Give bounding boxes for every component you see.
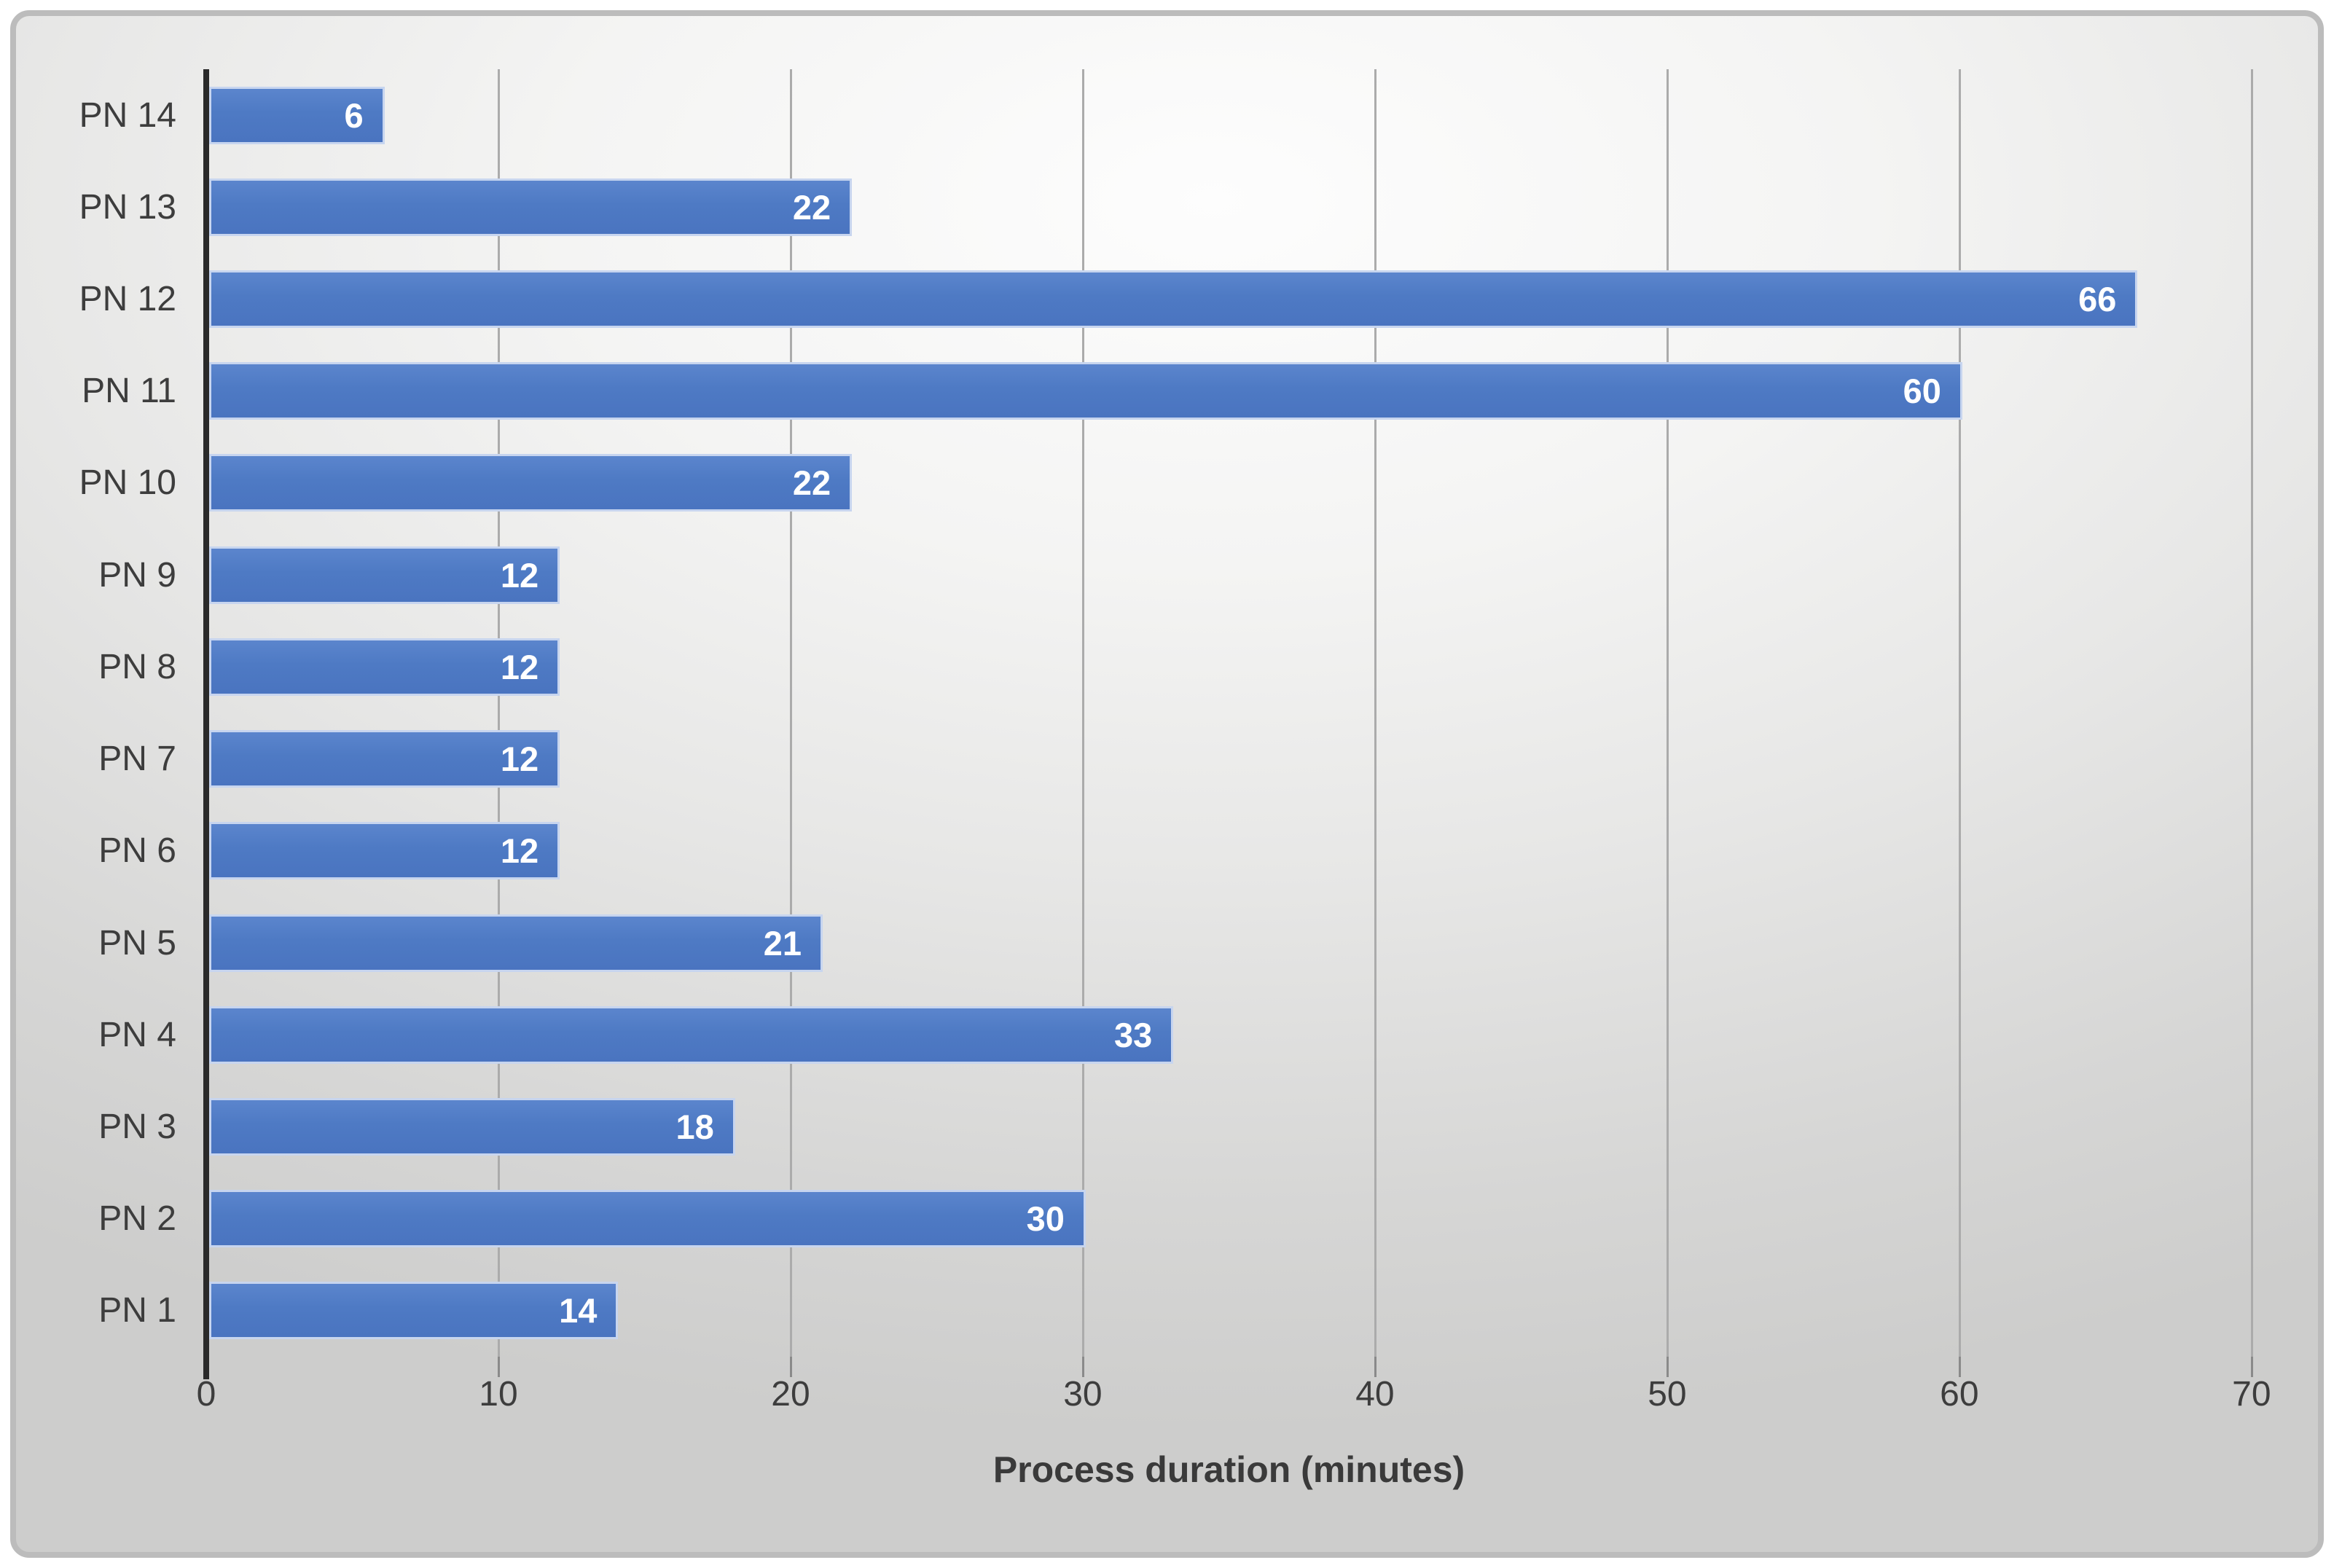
bar-value-label-pn-5: 21 — [763, 923, 802, 963]
bar-pn-7: 12 — [209, 730, 560, 788]
bar-pn-13: 22 — [209, 178, 853, 236]
category-label-pn-7: PN 7 — [98, 740, 176, 779]
gridline-60 — [1958, 69, 1961, 1357]
category-label-pn-9: PN 9 — [98, 555, 176, 595]
category-label-pn-1: PN 1 — [98, 1291, 176, 1330]
bar-pn-8: 12 — [209, 638, 560, 696]
bar-value-label-pn-6: 12 — [500, 831, 539, 871]
bar-value-label-pn-11: 60 — [1903, 372, 1941, 411]
bar-value-label-pn-9: 12 — [500, 555, 539, 595]
category-label-pn-14: PN 14 — [79, 95, 176, 135]
bar-pn-10: 22 — [209, 454, 853, 512]
category-label-pn-8: PN 8 — [98, 647, 176, 686]
category-label-pn-2: PN 2 — [98, 1199, 176, 1239]
bar-value-label-pn-4: 33 — [1113, 1015, 1153, 1054]
bar-value-label-pn-7: 12 — [500, 740, 539, 779]
x-tick-30 — [1081, 1357, 1084, 1377]
x-tick-70 — [2250, 1357, 2253, 1377]
x-tick-10 — [497, 1357, 500, 1377]
gridline-70 — [2250, 69, 2253, 1357]
y-axis-line — [203, 69, 209, 1379]
bar-value-label-pn-13: 22 — [792, 187, 831, 227]
x-tick-label-50: 50 — [1648, 1375, 1687, 1414]
x-tick-label-20: 20 — [771, 1375, 810, 1414]
gridline-50 — [1666, 69, 1669, 1357]
bar-pn-9: 12 — [209, 546, 560, 604]
x-tick-label-40: 40 — [1355, 1375, 1395, 1414]
gridline-40 — [1374, 69, 1376, 1357]
category-label-pn-11: PN 11 — [82, 372, 176, 411]
bar-value-label-pn-12: 66 — [2078, 280, 2117, 319]
x-tick-label-70: 70 — [2232, 1375, 2271, 1414]
bar-pn-1: 14 — [209, 1282, 619, 1340]
bar-value-label-pn-10: 22 — [792, 463, 831, 503]
x-tick-label-0: 0 — [196, 1375, 216, 1414]
bar-pn-4: 33 — [209, 1006, 1174, 1064]
x-axis-title: Process duration (minutes) — [992, 1449, 1465, 1490]
bar-value-label-pn-8: 12 — [500, 647, 539, 686]
gridline-20 — [789, 69, 792, 1357]
category-label-pn-12: PN 12 — [79, 280, 176, 319]
x-tick-20 — [789, 1357, 792, 1377]
bar-value-label-pn-1: 14 — [559, 1291, 598, 1330]
x-tick-60 — [1958, 1357, 1961, 1377]
bar-pn-14: 6 — [209, 86, 385, 144]
bar-pn-2: 30 — [209, 1190, 1086, 1248]
category-label-pn-3: PN 3 — [98, 1107, 176, 1146]
category-label-pn-5: PN 5 — [98, 923, 176, 963]
category-label-pn-6: PN 6 — [98, 831, 176, 871]
category-label-pn-4: PN 4 — [98, 1015, 176, 1054]
bar-value-label-pn-2: 30 — [1026, 1199, 1065, 1239]
bar-pn-12: 66 — [209, 270, 2138, 329]
bar-pn-5: 21 — [209, 914, 823, 972]
bar-value-label-pn-14: 6 — [344, 95, 364, 135]
gridline-30 — [1081, 69, 1084, 1357]
bar-pn-6: 12 — [209, 822, 560, 880]
x-tick-40 — [1374, 1357, 1376, 1377]
x-tick-label-60: 60 — [1940, 1375, 1979, 1414]
bar-pn-3: 18 — [209, 1097, 735, 1156]
x-tick-label-10: 10 — [479, 1375, 518, 1414]
x-tick-50 — [1666, 1357, 1669, 1377]
bar-value-label-pn-3: 18 — [675, 1107, 714, 1146]
gridline-10 — [497, 69, 500, 1357]
category-label-pn-10: PN 10 — [79, 463, 176, 503]
bar-pn-11: 60 — [209, 362, 1962, 420]
category-label-pn-13: PN 13 — [79, 187, 176, 227]
x-tick-label-30: 30 — [1063, 1375, 1103, 1414]
